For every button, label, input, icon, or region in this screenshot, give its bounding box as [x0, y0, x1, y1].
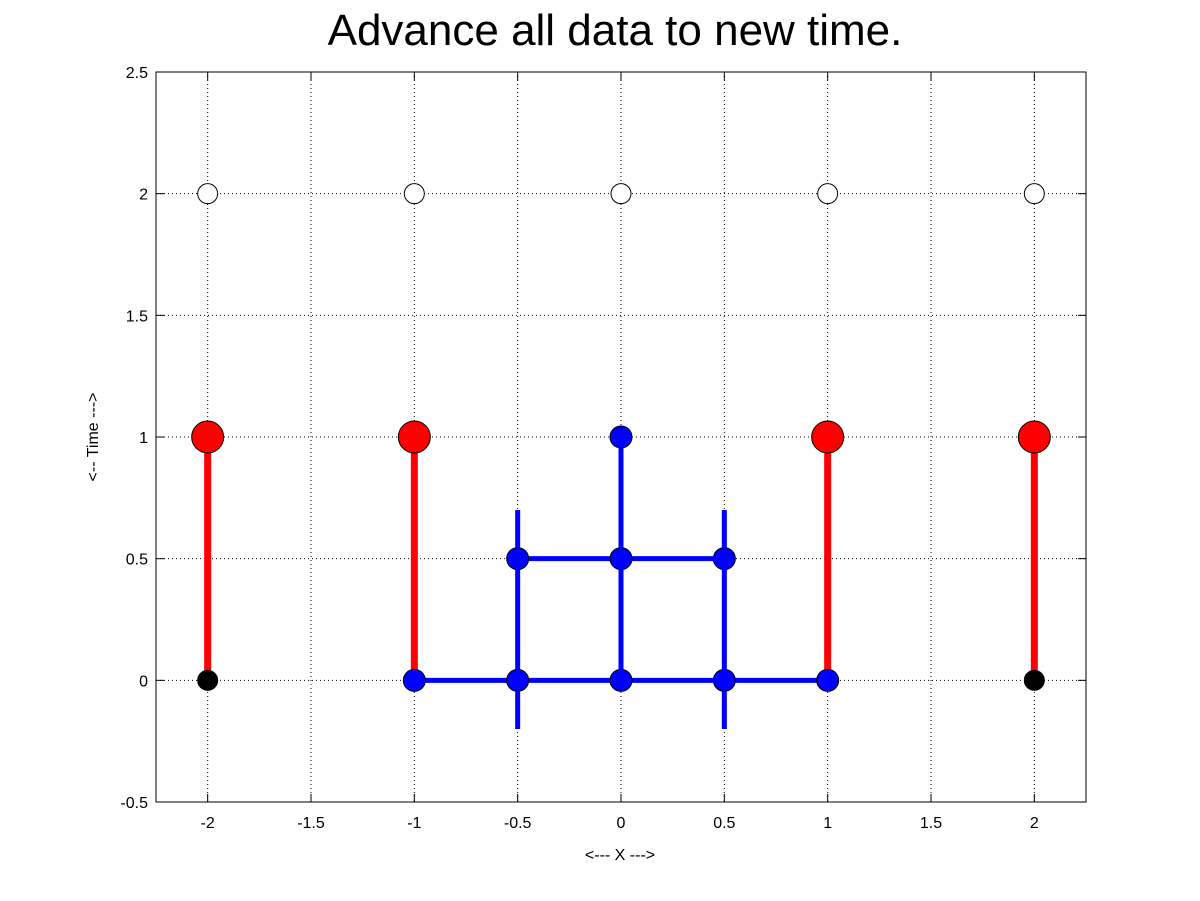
blue-point [609, 668, 633, 692]
x-tick-label: -1.5 [297, 815, 325, 832]
blue-point [712, 668, 736, 692]
x-tick-label: 2 [1030, 815, 1039, 832]
blue-point [402, 668, 426, 692]
x-tick-label: -0.5 [504, 815, 532, 832]
y-tick-label: 2 [139, 187, 148, 204]
y-tick-label: 2.5 [126, 65, 148, 82]
chart-title: Advance all data to new time. [327, 6, 903, 55]
points [191, 183, 1051, 692]
blue-point [816, 668, 840, 692]
x-tick-label: 0 [617, 815, 626, 832]
y-tick-label: 0 [139, 673, 148, 690]
blue-point [609, 425, 633, 449]
red-point [397, 420, 431, 454]
white-point [610, 183, 632, 205]
white-point [403, 183, 425, 205]
white-point [817, 183, 839, 205]
white-point [1023, 183, 1045, 205]
y-axis-label: <-- Time ---> [85, 393, 102, 482]
black-point [197, 669, 219, 691]
y-tick-label: 1 [139, 430, 148, 447]
x-tick-label: 1.5 [920, 815, 942, 832]
blue-point [506, 668, 530, 692]
blue-point [506, 547, 530, 571]
blue-point [712, 547, 736, 571]
white-point [197, 183, 219, 205]
y-tick-label: -0.5 [120, 795, 148, 812]
y-tick-label: 1.5 [126, 308, 148, 325]
x-tick-label: -1 [407, 815, 421, 832]
x-axis-label: <--- X ---> [585, 847, 655, 864]
x-tick-label: 1 [823, 815, 832, 832]
red-point [191, 420, 225, 454]
red-point [811, 420, 845, 454]
x-tick-label: 0.5 [713, 815, 735, 832]
y-tick-label: 0.5 [126, 552, 148, 569]
blue-point [609, 547, 633, 571]
ticks: -2 -1.5 -1 -0.5 0 0.5 1 1.5 2 -0.5 0 0.5 1 1.5 2 2.5 [120, 65, 1086, 832]
red-point [1017, 420, 1051, 454]
x-tick-label: -2 [201, 815, 215, 832]
black-point [1023, 669, 1045, 691]
